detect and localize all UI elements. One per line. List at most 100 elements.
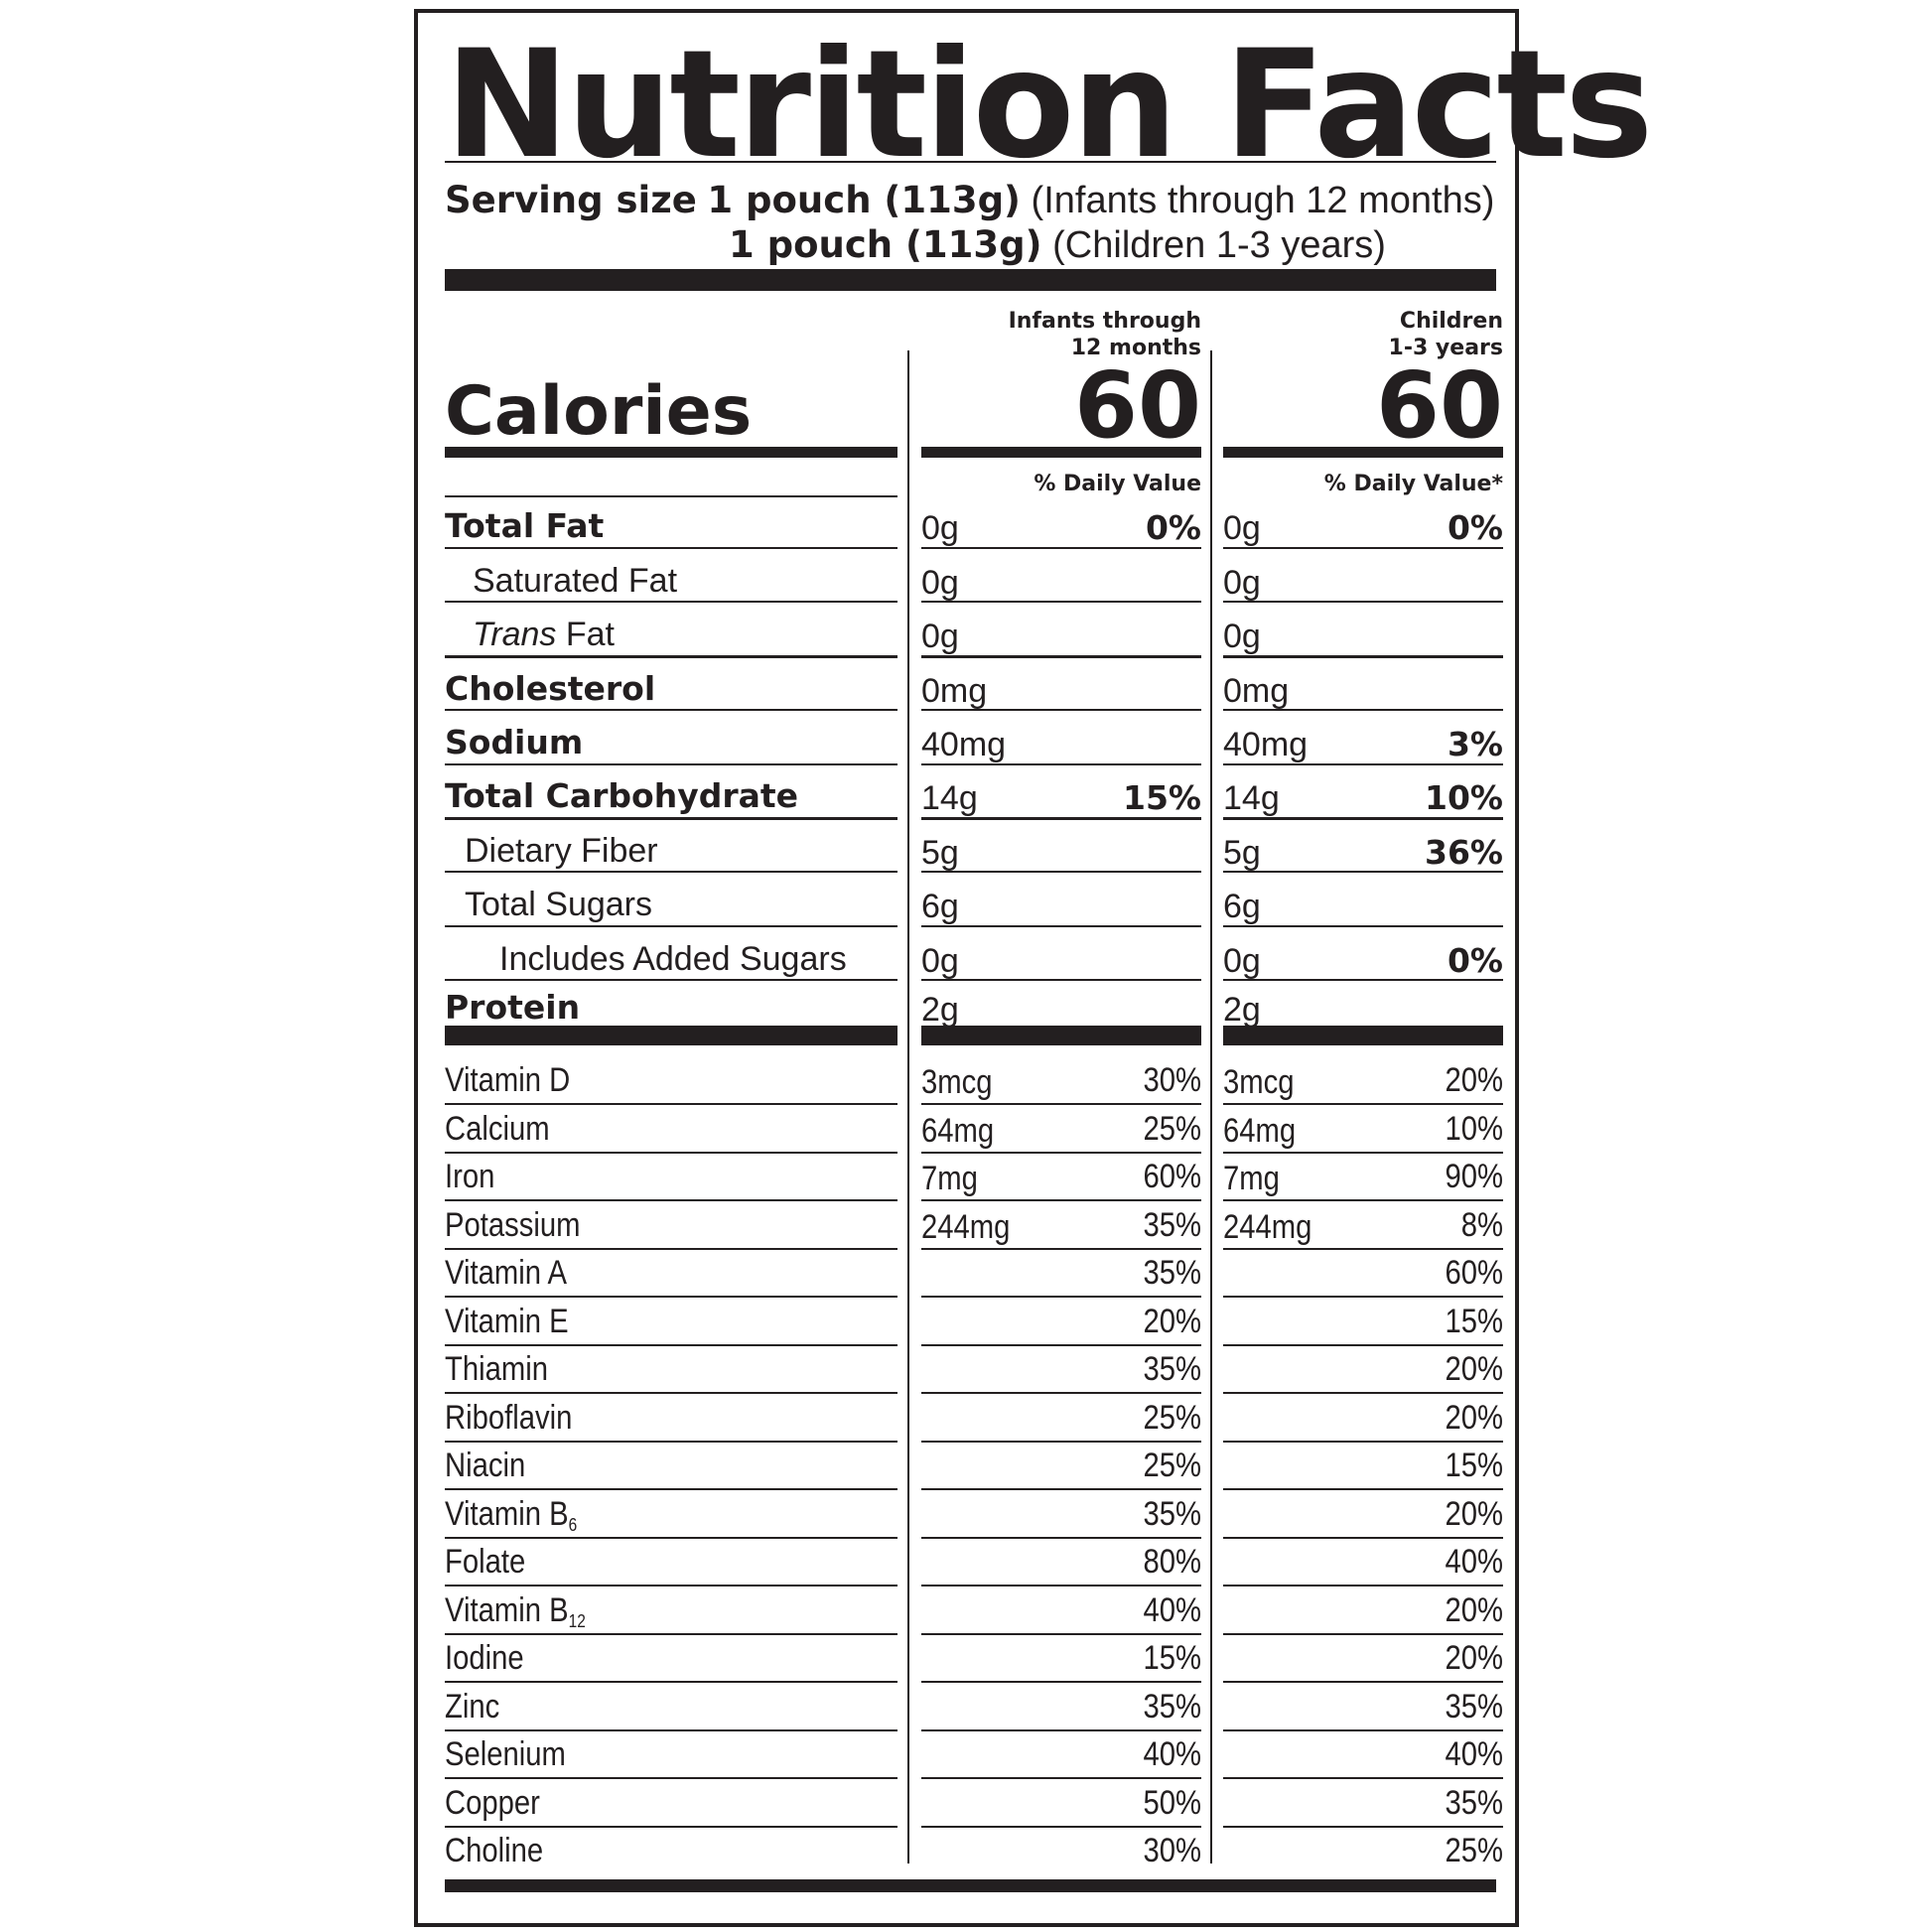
child-vitamin-daily-value: 15% (1445, 1447, 1503, 1484)
vitamin-label: Folate (445, 1545, 525, 1579)
nutrient-label: Trans Fat (473, 618, 615, 651)
row-divider (1223, 1681, 1503, 1683)
infant-amount: 0g (921, 942, 959, 980)
row-divider (445, 1344, 897, 1346)
serving-size-row-child: 1 pouch (113g) (Children 1-3 years) (729, 226, 1386, 264)
infant-vitamin-amount: 64mg (921, 1112, 995, 1150)
vitamin-label: Vitamin B6 (445, 1497, 577, 1534)
calories-rule-child (1223, 447, 1503, 458)
vitamin-label: Iodine (445, 1641, 524, 1675)
child-daily-value: 0% (1447, 508, 1503, 547)
row-divider (445, 1296, 897, 1298)
infant-amount: 0g (921, 618, 959, 655)
row-divider (921, 1248, 1201, 1250)
child-vitamin-daily-value: 10% (1445, 1110, 1503, 1148)
row-divider (921, 1585, 1201, 1587)
child-amount: 0g (1223, 564, 1261, 602)
vitamin-label: Potassium (445, 1208, 581, 1242)
row-divider (1223, 817, 1503, 820)
row-divider (1223, 1777, 1503, 1779)
row-divider (445, 709, 897, 711)
child-daily-value: 3% (1447, 725, 1503, 763)
serving-group-child: (Children 1-3 years) (1052, 224, 1386, 266)
infant-vitamin-daily-value: 15% (1143, 1639, 1201, 1677)
row-divider (921, 871, 1201, 873)
child-amount: 0g (1223, 618, 1261, 655)
vitamin-label: Zinc (445, 1690, 499, 1724)
infant-vitamin-daily-value: 35% (1143, 1206, 1201, 1244)
nutrient-label: Total Carbohydrate (445, 776, 799, 815)
child-vitamin-daily-value: 20% (1445, 1495, 1503, 1533)
row-divider (1223, 601, 1503, 603)
row-divider (1223, 979, 1503, 981)
divider (445, 161, 1496, 163)
child-vitamin-daily-value: 25% (1445, 1832, 1503, 1869)
label-title: Nutrition Facts (445, 19, 1653, 192)
child-vitamin-daily-value: 20% (1445, 1350, 1503, 1388)
child-vitamin-daily-value: 60% (1445, 1254, 1503, 1292)
row-divider (445, 979, 897, 981)
row-divider (921, 1729, 1201, 1731)
infant-amount: 2g (921, 991, 959, 1029)
child-amount: 14g (1223, 779, 1280, 817)
vitamin-label-text: Folate (445, 1543, 526, 1581)
child-vitamin-amount: 3mcg (1223, 1063, 1295, 1101)
row-divider (445, 1826, 897, 1828)
vitamin-label-text: Vitamin B (445, 1591, 569, 1629)
row-divider (445, 1392, 897, 1394)
row-divider (921, 1199, 1201, 1201)
row-divider (921, 601, 1201, 603)
infant-daily-value: 0% (1145, 508, 1201, 547)
row-divider (921, 1537, 1201, 1539)
vitamin-label-text: Potassium (445, 1206, 581, 1244)
child-vitamin-daily-value: 35% (1445, 1688, 1503, 1725)
row-divider (1223, 1537, 1503, 1539)
vitamin-label-text: Copper (445, 1784, 540, 1822)
infant-vitamin-daily-value: 20% (1143, 1303, 1201, 1340)
calories-rule-label (445, 447, 897, 458)
infant-vitamin-daily-value: 60% (1143, 1158, 1201, 1195)
thick-divider (921, 1026, 1201, 1045)
nutrient-label: Dietary Fiber (465, 832, 658, 870)
row-divider (921, 709, 1201, 711)
row-divider (921, 1488, 1201, 1490)
child-amount: 2g (1223, 991, 1261, 1029)
child-vitamin-daily-value: 8% (1460, 1206, 1503, 1244)
vitamin-label-text: Vitamin E (445, 1303, 569, 1340)
vitamin-label: Choline (445, 1834, 543, 1867)
nutrient-label: Total Sugars (465, 886, 652, 923)
infant-vitamin-daily-value: 25% (1143, 1399, 1201, 1437)
vitamin-label-text: Vitamin B (445, 1495, 569, 1533)
infant-vitamin-daily-value: 25% (1143, 1110, 1201, 1148)
infant-column-header: Infants through 12 months (921, 308, 1201, 361)
child-vitamin-daily-value: 15% (1445, 1303, 1503, 1340)
row-divider (1223, 1392, 1503, 1394)
row-divider (445, 1777, 897, 1779)
infant-vitamin-daily-value: 35% (1143, 1350, 1201, 1388)
column-divider-left (907, 350, 909, 1863)
row-divider (445, 1537, 897, 1539)
infant-amount: 0mg (921, 672, 988, 710)
child-vitamin-daily-value: 20% (1445, 1591, 1503, 1629)
serving-size-row-infant: Serving size 1 pouch (113g) (Infants thr… (445, 182, 1494, 219)
row-divider (445, 655, 897, 658)
infant-header-line-1: Infants through (1008, 309, 1201, 334)
row-divider (445, 1441, 897, 1443)
row-divider (445, 547, 897, 549)
child-header-line-2: 1-3 years (1388, 336, 1503, 360)
thick-divider (1223, 1026, 1503, 1045)
vitamin-label-text: Riboflavin (445, 1399, 573, 1437)
row-divider (1223, 1199, 1503, 1201)
nutrient-label: Includes Added Sugars (499, 940, 847, 978)
infant-daily-value: 15% (1123, 778, 1201, 817)
child-amount: 5g (1223, 834, 1261, 872)
vitamin-label: Selenium (445, 1737, 566, 1771)
child-vitamin-daily-value: 20% (1445, 1399, 1503, 1437)
infant-amount: 0g (921, 564, 959, 602)
row-divider (445, 1152, 897, 1154)
row-divider (1223, 1103, 1503, 1105)
row-divider (1223, 655, 1503, 658)
calories-child: 60 (1375, 352, 1503, 459)
row-divider (921, 1152, 1201, 1154)
nutrient-label: Cholesterol (445, 669, 656, 708)
